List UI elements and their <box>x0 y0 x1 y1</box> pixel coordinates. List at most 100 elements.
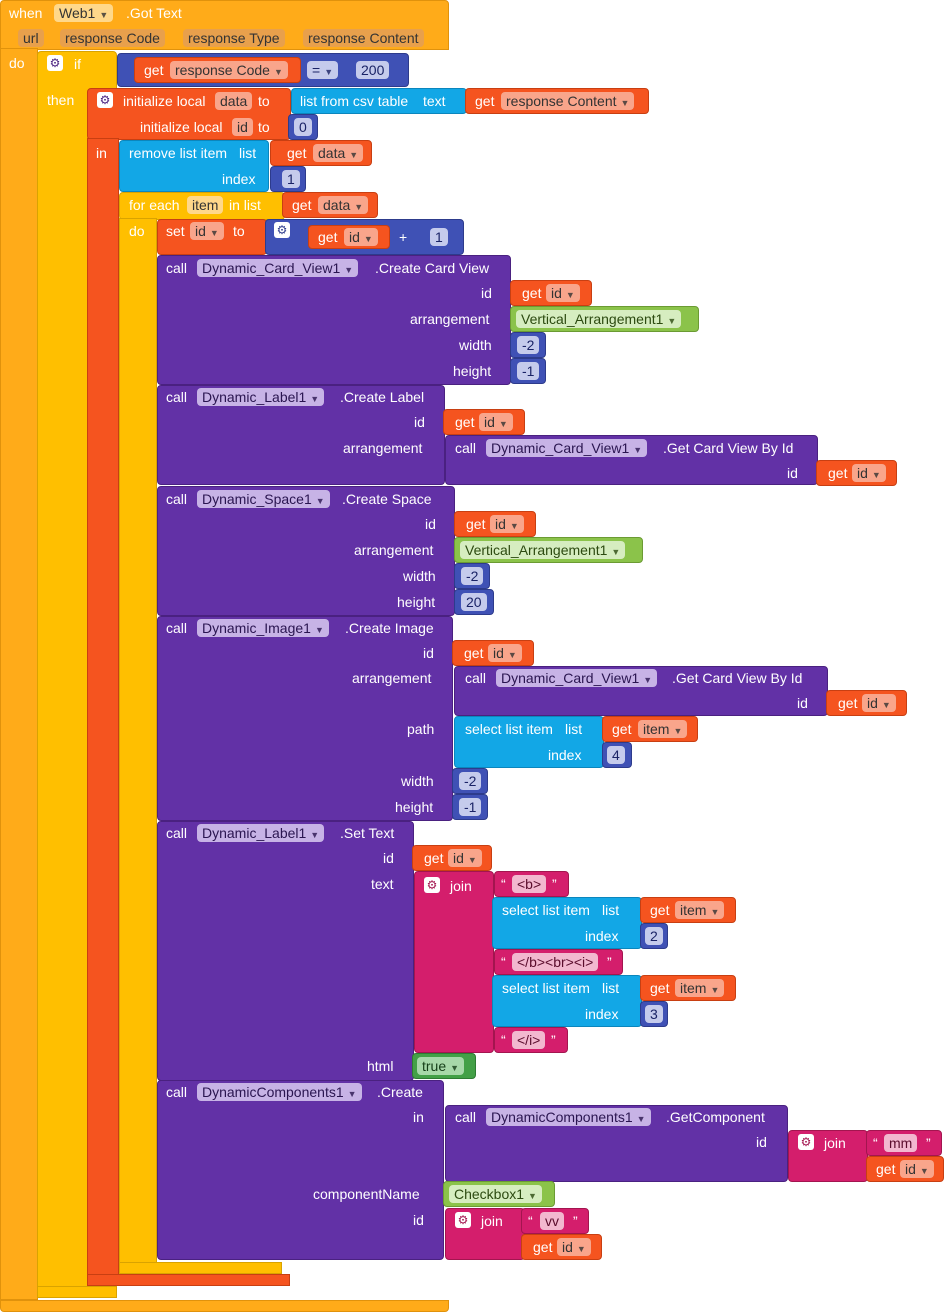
add-mutator-gear-icon[interactable]: ⚙ <box>274 222 290 238</box>
number-width[interactable]: -2 <box>517 336 540 354</box>
create-image-block[interactable] <box>157 616 453 821</box>
set-text-block[interactable] <box>157 821 414 1081</box>
init-local-mutator-gear-icon[interactable]: ⚙ <box>97 92 113 108</box>
component-dropdown-vertical-arrangement[interactable]: Vertical_Arrangement1 ▼ <box>460 541 626 559</box>
number-200[interactable]: 200 <box>356 61 390 79</box>
var-dropdown-item[interactable]: item ▼ <box>675 901 725 919</box>
event-do-label: do <box>9 55 25 71</box>
component-dropdown-card-view-2[interactable]: Dynamic_Card_View1 ▼ <box>486 439 648 457</box>
number-3[interactable]: 3 <box>645 1005 663 1023</box>
var-dropdown-id[interactable]: id ▼ <box>448 849 482 867</box>
var-dropdown-id[interactable]: id ▼ <box>344 228 378 246</box>
join-block[interactable] <box>414 871 494 1053</box>
list-from-csv-table-block[interactable] <box>291 88 467 114</box>
var-dropdown-item[interactable]: item ▼ <box>638 720 688 738</box>
join-mutator-gear-icon[interactable]: ⚙ <box>424 877 440 893</box>
method-create-card-view: .Create Card View <box>375 260 490 276</box>
var-dropdown-id[interactable]: id ▼ <box>490 515 524 533</box>
var-dropdown-id[interactable]: id ▼ <box>900 1160 934 1178</box>
var-dropdown-id[interactable]: id ▼ <box>862 694 896 712</box>
var-dropdown-id[interactable]: id ▼ <box>852 464 886 482</box>
text-value-b-open[interactable]: <b> <box>512 875 547 893</box>
number-1-add[interactable]: 1 <box>430 228 448 246</box>
local-var-name-data[interactable]: data <box>215 92 253 110</box>
var-dropdown-id[interactable]: id ▼ <box>479 413 513 431</box>
local-var-name-id[interactable]: id <box>232 118 253 136</box>
var-dropdown-id[interactable]: id ▼ <box>557 1238 591 1256</box>
number-width[interactable]: -2 <box>459 772 482 790</box>
number-1[interactable]: 1 <box>282 170 300 188</box>
boolean-dropdown-true[interactable]: true ▼ <box>417 1057 465 1075</box>
text-value-i-close[interactable]: </i> <box>512 1031 546 1049</box>
number-0[interactable]: 0 <box>294 118 312 136</box>
call-label: call <box>465 670 487 686</box>
init-to-label-1: to <box>258 93 270 109</box>
number-height[interactable]: -1 <box>517 362 540 380</box>
var-dropdown-response-code[interactable]: response Code ▼ <box>170 61 288 79</box>
method-create-label: .Create Label <box>340 389 425 405</box>
param-url[interactable]: url <box>18 29 44 47</box>
dynamic-components-create-block[interactable] <box>157 1080 444 1260</box>
event-name-label: .Got Text <box>126 5 182 21</box>
var-dropdown-response-content[interactable]: response Content ▼ <box>501 92 635 110</box>
init-local-label-2: initialize local <box>140 119 223 135</box>
var-dropdown-item[interactable]: item ▼ <box>675 979 725 997</box>
component-dropdown-card-view[interactable]: Dynamic_Card_View1 ▼ <box>197 259 359 277</box>
param-text-label: text <box>371 876 394 892</box>
get-label: get <box>522 285 542 301</box>
remove-list-item-block[interactable] <box>119 140 269 192</box>
close-quote-icon: ” <box>551 1032 556 1048</box>
component-dropdown-image[interactable]: Dynamic_Image1 ▼ <box>197 619 329 637</box>
component-dropdown-web1[interactable]: Web1 ▼ <box>54 4 114 22</box>
set-var-dropdown-id[interactable]: id ▼ <box>190 222 224 240</box>
component-dropdown-dynamic-components[interactable]: DynamicComponents1 ▼ <box>197 1083 362 1101</box>
number-height[interactable]: 20 <box>461 593 487 611</box>
param-id-label: id <box>383 850 394 866</box>
param-response-type[interactable]: response Type <box>183 29 285 47</box>
get-label: get <box>318 229 338 245</box>
text-value-vv[interactable]: vv <box>540 1212 564 1230</box>
param-response-content[interactable]: response Content <box>303 29 424 47</box>
join-label: join <box>450 878 472 894</box>
param-in-label: in <box>413 1109 424 1125</box>
get-label: get <box>475 93 495 109</box>
join-mutator-gear-icon[interactable]: ⚙ <box>455 1212 471 1228</box>
close-quote-icon: ” <box>607 954 612 970</box>
param-arrangement-label: arrangement <box>410 311 490 327</box>
call-label: call <box>166 620 188 636</box>
compare-operator-dropdown[interactable]: = ▼ <box>307 61 339 79</box>
var-dropdown-id[interactable]: id ▼ <box>488 644 522 662</box>
number-4[interactable]: 4 <box>607 746 625 764</box>
number-2[interactable]: 2 <box>645 927 663 945</box>
select-list-item-block[interactable] <box>492 897 642 949</box>
component-dropdown-dynamic-components-2[interactable]: DynamicComponents1 ▼ <box>486 1108 651 1126</box>
component-dropdown-checkbox[interactable]: Checkbox1 ▼ <box>449 1185 542 1203</box>
var-dropdown-data[interactable]: data ▼ <box>313 144 364 162</box>
component-dropdown-card-view-2[interactable]: Dynamic_Card_View1 ▼ <box>496 669 658 687</box>
text-value-br-i[interactable]: </b><br><i> <box>512 953 599 971</box>
get-label: get <box>287 145 307 161</box>
close-quote-icon: ” <box>552 876 557 892</box>
init-local-data-block[interactable] <box>87 88 291 140</box>
component-dropdown-space[interactable]: Dynamic_Space1 ▼ <box>197 490 330 508</box>
var-dropdown-id[interactable]: id ▼ <box>546 284 580 302</box>
loop-var-item[interactable]: item <box>187 196 224 214</box>
component-dropdown-label[interactable]: Dynamic_Label1 ▼ <box>197 824 325 842</box>
var-dropdown-data-2[interactable]: data ▼ <box>318 196 369 214</box>
param-arrangement-label: arrangement <box>352 670 432 686</box>
open-quote-icon: “ <box>528 1213 533 1229</box>
join-mutator-gear-icon[interactable]: ⚙ <box>798 1134 814 1150</box>
param-height-label: height <box>397 594 436 610</box>
component-dropdown-label[interactable]: Dynamic_Label1 ▼ <box>197 388 325 406</box>
if-mutator-gear-icon[interactable]: ⚙ <box>47 55 63 71</box>
number-width[interactable]: -2 <box>461 567 484 585</box>
param-response-code[interactable]: response Code <box>60 29 165 47</box>
method-get-component: .GetComponent <box>666 1109 765 1125</box>
component-dropdown-vertical-arrangement[interactable]: Vertical_Arrangement1 ▼ <box>516 310 682 328</box>
select-list-item-block[interactable] <box>454 716 604 768</box>
text-value-mm[interactable]: mm <box>884 1134 918 1152</box>
get-label: get <box>424 850 444 866</box>
select-list-item-block[interactable] <box>492 975 642 1027</box>
number-height[interactable]: -1 <box>459 798 482 816</box>
plus-label: + <box>399 229 408 245</box>
